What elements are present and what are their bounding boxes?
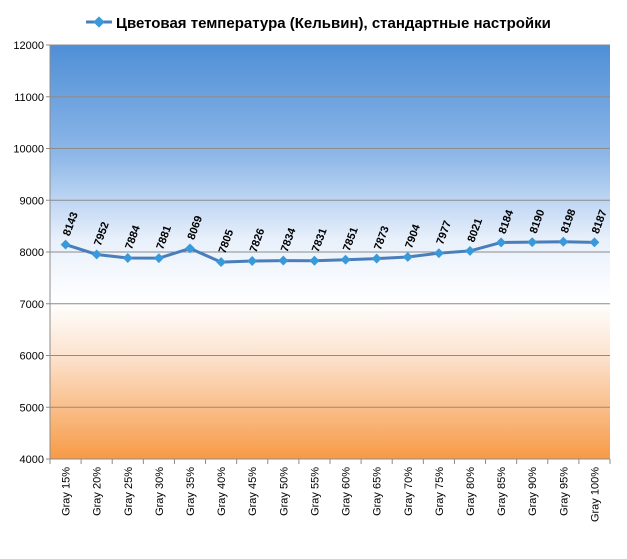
data-point — [153, 253, 164, 264]
x-tick-label: Gray 90% — [527, 467, 539, 516]
data-point — [278, 255, 289, 266]
y-tick-label: 9000 — [20, 195, 44, 207]
x-tick-label: Gray 80% — [465, 467, 477, 516]
data-point — [589, 237, 600, 248]
data-point — [309, 255, 320, 266]
data-point — [216, 257, 227, 268]
series-polyline — [65, 240, 595, 264]
x-tick-label: Gray 85% — [496, 467, 508, 516]
x-tick-label: Gray 95% — [558, 467, 570, 516]
x-tick-label: Gray 15% — [61, 467, 73, 516]
data-point — [185, 243, 195, 254]
y-tick-label: 10000 — [13, 144, 44, 156]
data-point — [433, 248, 444, 259]
x-tick-label: Gray 65% — [372, 467, 384, 516]
data-point — [527, 237, 538, 248]
x-tick-label: Gray 45% — [247, 467, 259, 516]
x-tick-label: Gray 25% — [123, 467, 135, 516]
series-line — [60, 236, 600, 268]
data-point — [496, 237, 507, 248]
y-tick-label: 5000 — [20, 402, 44, 414]
x-tick-label: Gray 70% — [403, 467, 415, 516]
y-tick-label: 7000 — [20, 299, 44, 311]
y-axis: 4000 5000 6000 7000 8000 9000 10000 11000 12000 — [13, 40, 50, 466]
data-point — [60, 239, 71, 250]
data-point — [340, 254, 351, 265]
x-tick-label: Gray 55% — [309, 467, 321, 516]
x-tick-label: Gray 50% — [278, 467, 290, 516]
x-tick-label: Gray 35% — [185, 467, 197, 516]
x-tick-label: Gray 20% — [92, 467, 104, 516]
data-point — [558, 236, 569, 247]
data-point — [465, 245, 475, 256]
x-tick-label: Gray 100% — [589, 467, 601, 522]
legend-marker — [93, 16, 105, 28]
x-tick-label: Gray 75% — [434, 467, 446, 516]
y-tick-label: 12000 — [13, 40, 44, 52]
data-point — [247, 256, 258, 266]
data-point — [91, 249, 102, 260]
legend: Цветовая температура (Кельвин), стандарт… — [86, 15, 551, 32]
x-axis: Gray 15% Gray 20% Gray 25% Gray 30% Gray 35%… — [49, 459, 611, 522]
x-tick-label: Gray 30% — [154, 467, 166, 516]
legend-label: Цветовая температура (Кельвин), стандарт… — [116, 15, 551, 32]
y-tick-label: 6000 — [20, 351, 44, 363]
data-point — [371, 253, 382, 264]
x-tick-label: Gray 40% — [216, 467, 228, 516]
x-tick-label: Gray 60% — [341, 467, 353, 516]
data-point — [122, 253, 133, 263]
y-tick-label: 4000 — [20, 454, 44, 466]
data-point — [402, 252, 413, 262]
y-tick-label: 11000 — [14, 92, 44, 104]
y-tick-label: 8000 — [20, 247, 44, 259]
